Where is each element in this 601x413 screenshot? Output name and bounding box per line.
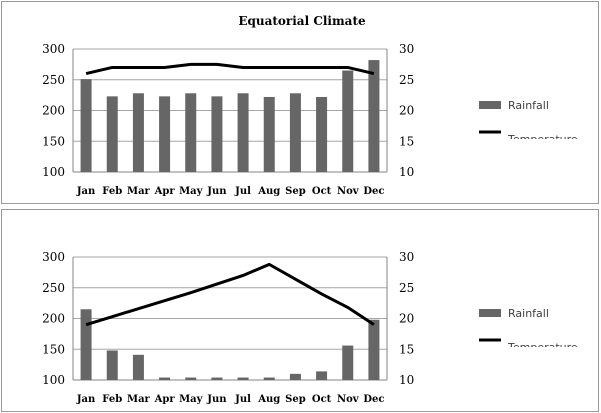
chart-panel-equatorial: Equatorial Climate 100 150 200 250 300 10 15 20 2… — [1, 1, 599, 204]
c0-temperature-line — [85, 62, 375, 76]
c1-rainfall-bar — [80, 309, 92, 380]
c1-x-tick-label: Oct — [312, 394, 332, 405]
c0-x-tick-label: Dec — [363, 186, 384, 197]
c1-rainfall-bar — [159, 377, 171, 380]
c0-y-tick-label: 100 — [42, 165, 65, 179]
c1-y-tick-label: 100 — [42, 373, 65, 387]
c0-y-tick-label: 300 — [42, 42, 65, 56]
c1-y2-tick-label: 30 — [399, 250, 414, 264]
c1-x-tick-label: Jan — [76, 394, 96, 405]
chart-panel-second: 100 150 200 250 300 10 15 20 25 30 Jan Feb Mar Apr May… — [1, 209, 599, 412]
c0-y-tick-label: 200 — [42, 104, 65, 118]
c1-rainfall-bar — [106, 350, 118, 380]
c1-y2-tick-label: 10 — [399, 373, 414, 387]
c1-y2-tick-label: 15 — [399, 342, 414, 356]
c1-x-tick-label: Apr — [154, 394, 176, 405]
c0-rainfall-bar — [342, 70, 354, 172]
c0-x-tick-label: Sep — [285, 186, 306, 197]
c1-rainfall-bar — [342, 345, 354, 380]
c1-legend-temperature-label: Temperature — [507, 341, 578, 354]
c1-rainfall-bar — [289, 373, 301, 380]
c1-y2-tick-label: 20 — [399, 312, 414, 326]
c1-x-tick-label: Sep — [285, 394, 306, 405]
c1-x-tick-label: Nov — [337, 394, 360, 405]
c1-x-tick-label: Jul — [234, 394, 251, 405]
c0-legend-temperature-label: Temperature — [507, 133, 578, 146]
c0-x-tick-label: Oct — [312, 186, 332, 197]
c1-rainfall-bar — [316, 371, 328, 380]
c1-rainfall-bar — [368, 319, 380, 380]
c1-x-tick-label: Mar — [127, 394, 151, 405]
c1-rainfall-bar — [211, 377, 223, 380]
c0-y2-tick-label: 10 — [399, 165, 414, 179]
c0-rainfall-bar — [159, 96, 171, 172]
c0-y2-tick-label: 15 — [399, 134, 414, 148]
c1-rainfall-bar — [132, 354, 144, 380]
c0-x-tick-label: Apr — [154, 186, 176, 197]
c0-rainfall-bar — [368, 60, 380, 172]
c1-rainfall-bar — [185, 377, 197, 380]
c0-y-tick-label: 250 — [42, 73, 65, 87]
c0-chart-title: Equatorial Climate — [238, 14, 366, 28]
c1-y-tick-label: 250 — [42, 281, 65, 295]
chart-svg-equatorial: Equatorial Climate 100 150 200 250 300 10 15 20 2… — [42, 14, 578, 197]
c0-rainfall-bar — [106, 96, 118, 172]
c1-y2-tick-label: 25 — [399, 281, 414, 295]
c0-y2-tick-label: 30 — [399, 42, 414, 56]
c0-y2-tick-label: 25 — [399, 73, 414, 87]
c1-temperature-line — [85, 262, 375, 327]
c0-rainfall-bar — [289, 93, 301, 172]
c0-y2-tick-label: 20 — [399, 104, 414, 118]
c0-rainfall-bar — [263, 96, 275, 172]
c0-x-tick-label: Jun — [206, 186, 227, 197]
c1-rainfall-bar — [237, 377, 249, 380]
c0-rainfall-bar — [185, 93, 197, 172]
c1-x-tick-label: Dec — [363, 394, 384, 405]
c1-rainfall-bar — [263, 377, 275, 380]
c0-rainfall-bar — [316, 96, 328, 172]
c0-x-tick-label: May — [179, 186, 204, 197]
c0-legend-rainfall-swatch — [479, 101, 501, 109]
c1-x-tick-label: Jun — [206, 394, 227, 405]
c1-legend-rainfall-label: Rainfall — [508, 307, 549, 320]
chart-svg-second: 100 150 200 250 300 10 15 20 25 30 Jan Feb Mar Apr May… — [42, 250, 578, 405]
c0-x-tick-label: Aug — [257, 186, 280, 197]
c1-x-tick-label: Feb — [102, 394, 122, 405]
c0-rainfall-bar — [211, 96, 223, 172]
c0-rainfall-bar — [132, 93, 144, 172]
c0-rainfall-bar — [80, 79, 92, 172]
c0-x-tick-label: Jan — [76, 186, 96, 197]
c0-x-tick-label: Feb — [102, 186, 122, 197]
c1-y-tick-label: 150 — [42, 342, 65, 356]
c0-x-tick-label: Jul — [234, 186, 251, 197]
c1-legend-rainfall-swatch — [479, 309, 501, 317]
c0-legend-rainfall-label: Rainfall — [508, 99, 549, 112]
c0-rainfall-bar — [237, 93, 249, 172]
c1-x-tick-label: Aug — [257, 394, 280, 405]
c0-y-tick-label: 150 — [42, 134, 65, 148]
c0-x-tick-label: Nov — [337, 186, 360, 197]
c1-x-tick-label: May — [179, 394, 204, 405]
c0-x-tick-label: Mar — [127, 186, 151, 197]
c1-y-tick-label: 300 — [42, 250, 65, 264]
c1-y-tick-label: 200 — [42, 312, 65, 326]
